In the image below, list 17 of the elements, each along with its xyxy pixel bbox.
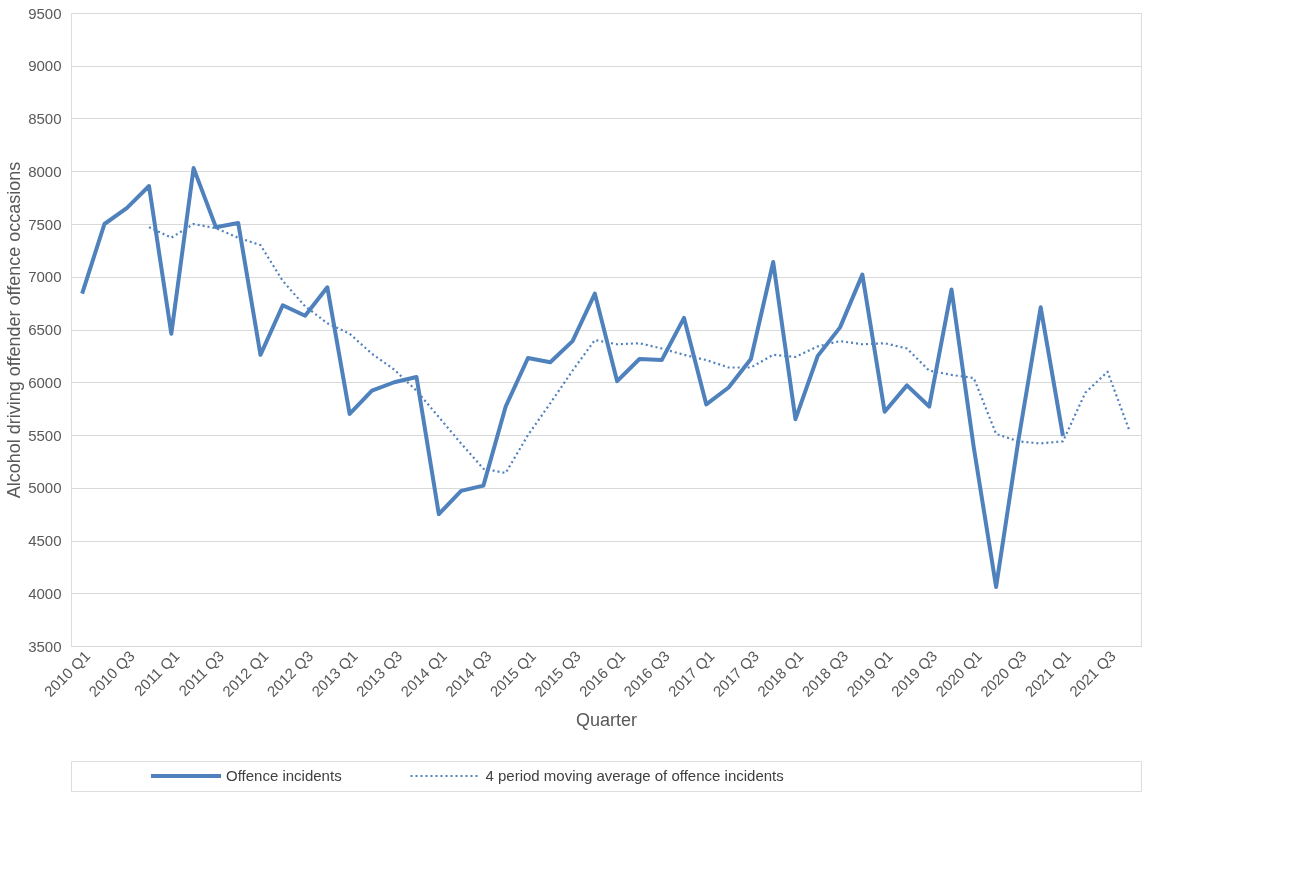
legend-label: 4 period moving average of offence incidents	[485, 767, 784, 784]
y-tick-label: 9000	[28, 57, 62, 75]
y-tick-label: 8000	[28, 162, 62, 180]
y-tick-label: 3500	[28, 637, 62, 655]
y-tick-label: 9500	[28, 4, 62, 22]
y-tick-label: 7000	[28, 268, 62, 286]
y-tick-label: 4000	[28, 584, 62, 602]
y-tick-label: 4500	[28, 532, 62, 549]
y-tick-label: 5500	[28, 426, 62, 444]
legend-label: Offence incidents	[226, 767, 342, 784]
y-tick-label: 6000	[28, 373, 62, 391]
y-axis-title: Alcohol driving offender offence occasions	[4, 161, 25, 499]
y-tick-label: 7500	[28, 215, 62, 233]
y-tick-label: 6500	[28, 321, 62, 338]
x-axis-title: Quarter	[575, 709, 638, 730]
y-tick-label: 5000	[28, 479, 62, 497]
y-tick-label: 8500	[28, 110, 62, 127]
